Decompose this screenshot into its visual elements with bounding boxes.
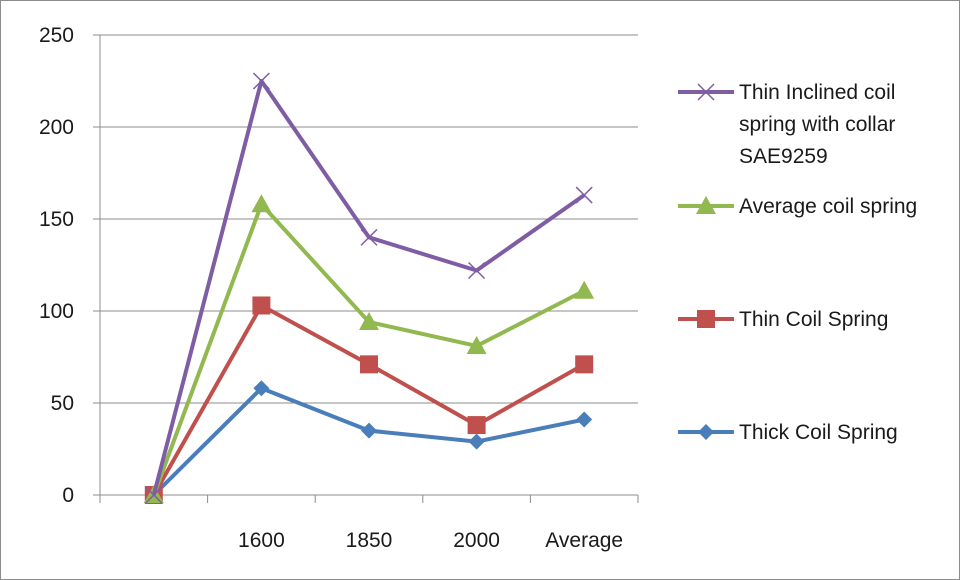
- y-axis-ticks: 0 50 100 150 200 250: [39, 24, 100, 507]
- series-0: [145, 72, 593, 504]
- y-tick-label: 100: [39, 300, 74, 323]
- legend-entry-0: Thin Inclined coil spring with collar SAE9…: [678, 81, 895, 168]
- marker-square: [360, 355, 378, 374]
- marker-x: [468, 261, 486, 280]
- y-tick-label: 200: [39, 116, 74, 139]
- series-2: [144, 296, 594, 504]
- x-axis-ticks: 1600 1850 2000 Average: [99, 495, 639, 552]
- y-tick-label: 0: [62, 484, 74, 507]
- series-group: [143, 72, 595, 504]
- marker-square: [575, 355, 594, 374]
- legend-entry-3: Thick Coil Spring: [678, 421, 898, 444]
- legend-label: spring with collar: [739, 113, 895, 136]
- marker-triangle: [359, 312, 379, 331]
- marker-diamond: [361, 422, 377, 439]
- legend-entry-2: Thin Coil Spring: [678, 308, 888, 331]
- legend-label: Thin Coil Spring: [739, 308, 888, 331]
- marker-diamond: [698, 424, 714, 440]
- x-tick-label: 1850: [346, 529, 393, 552]
- legend-entry-1: Average coil spring: [678, 195, 917, 218]
- series-line: [152, 386, 585, 497]
- marker-diamond: [253, 380, 270, 397]
- y-tick-label: 150: [39, 208, 74, 231]
- marker-triangle: [574, 280, 595, 299]
- gridlines: [100, 34, 638, 404]
- y-tick-label: 50: [51, 392, 74, 415]
- marker-x: [360, 228, 378, 246]
- legend-label: Average coil spring: [739, 195, 917, 218]
- marker-x: [575, 186, 593, 204]
- x-tick-label: 2000: [453, 529, 500, 552]
- legend-label: Thick Coil Spring: [739, 421, 898, 444]
- marker-triangle: [696, 196, 716, 214]
- marker-x: [145, 486, 163, 504]
- marker-x: [252, 72, 270, 90]
- marker-square: [467, 416, 486, 435]
- series-line: [152, 303, 586, 496]
- marker-square: [252, 296, 271, 315]
- marker-diamond: [576, 411, 593, 428]
- y-tick-label: 250: [39, 24, 74, 47]
- marker-diamond: [468, 433, 485, 450]
- marker-triangle: [466, 335, 487, 354]
- series-1: [143, 194, 595, 503]
- x-tick-label: 1600: [238, 529, 285, 552]
- legend-label: SAE9259: [739, 145, 828, 168]
- marker-square: [697, 310, 715, 328]
- x-tick-label: Average: [545, 529, 623, 552]
- legend: Thin Inclined coil spring with collar SAE9…: [678, 81, 917, 444]
- marker-x: [697, 83, 715, 101]
- axes: [99, 35, 638, 496]
- legend-label: Thin Inclined coil: [739, 81, 895, 104]
- marker-triangle: [251, 194, 272, 213]
